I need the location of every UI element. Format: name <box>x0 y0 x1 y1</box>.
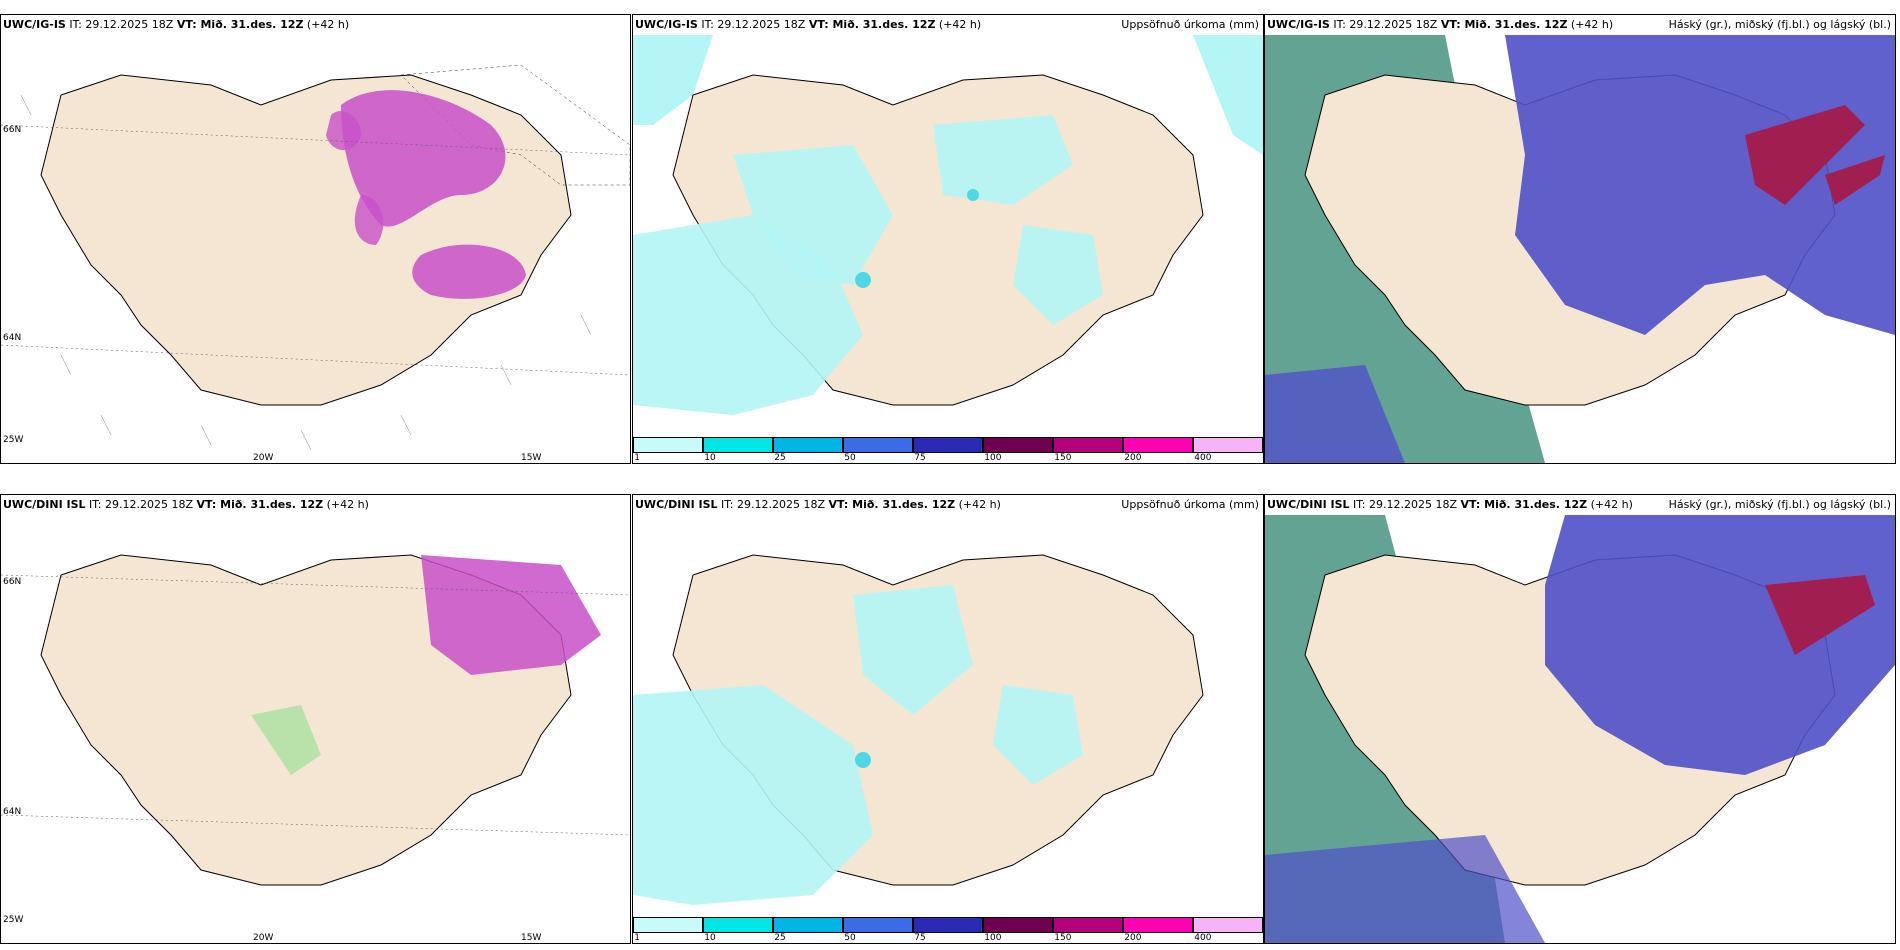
colorbar-segment <box>772 917 843 933</box>
colorbar-tick-label: 25 <box>774 453 786 463</box>
model-name: UWC/DINI ISL <box>3 498 86 511</box>
colorbar-tick-label: 75 <box>914 933 926 943</box>
colorbar-segment <box>843 437 913 453</box>
lon-label-15w: 15W <box>521 453 542 463</box>
colorbar-segment <box>772 437 843 453</box>
colorbar-segment <box>1123 917 1193 933</box>
colorbar: 1 10 25 50 75 100 150 200 400 <box>633 917 1263 943</box>
lead-time: (+42 h) <box>326 498 369 511</box>
init-time: IT: 29.12.2025 18Z <box>89 498 194 511</box>
panel-bottom-middle: UWC/DINI ISL IT: 29.12.2025 18Z VT: Mið.… <box>632 494 1264 944</box>
colorbar-segment <box>983 917 1053 933</box>
lat-label-66n: 66N <box>3 577 22 587</box>
lat-label-64n: 64N <box>3 807 22 817</box>
colorbar-segment <box>843 917 913 933</box>
lon-label-25w: 25W <box>3 435 24 445</box>
precipitation-map <box>633 515 1263 917</box>
panel-header: UWC/IG-IS IT: 29.12.2025 18Z VT: Mið. 31… <box>633 15 1263 35</box>
panel-bottom-left: UWC/DINI ISL IT: 29.12.2025 18Z VT: Mið.… <box>0 494 631 944</box>
map-title: Háský (gr.), miðský (fj.bl.) og lágský (… <box>1668 498 1891 511</box>
colorbar-tick-label: 25 <box>774 933 786 943</box>
colorbar-segment <box>633 917 703 933</box>
model-name: UWC/DINI ISL <box>635 498 718 511</box>
wind-snow-map <box>1 35 630 463</box>
panel-header: UWC/IG-IS IT: 29.12.2025 18Z VT: Mið. 31… <box>1265 15 1895 35</box>
colorbar: 1 10 25 50 75 100 150 200 400 <box>633 437 1263 463</box>
cloud-map <box>1265 35 1895 463</box>
colorbar-segment <box>702 917 773 933</box>
colorbar-tick-label: 150 <box>1054 933 1072 943</box>
init-time: IT: 29.12.2025 18Z <box>1353 498 1458 511</box>
colorbar-tick-label: 10 <box>704 933 716 943</box>
init-time: IT: 29.12.2025 18Z <box>721 498 826 511</box>
colorbar-tick-label: 50 <box>844 453 856 463</box>
wind-snow-map <box>1 515 630 943</box>
colorbar-segment <box>633 437 703 453</box>
valid-time: VT: Mið. 31.des. 12Z <box>808 18 936 31</box>
model-name: UWC/IG-IS <box>1267 18 1330 31</box>
colorbar-tick-label: 400 <box>1194 453 1212 463</box>
colorbar-tick-label: 1 <box>634 453 640 463</box>
lon-label-20w: 20W <box>253 453 274 463</box>
panel-top-middle: UWC/IG-IS IT: 29.12.2025 18Z VT: Mið. 31… <box>632 14 1264 464</box>
cloud-map <box>1265 515 1895 943</box>
lead-time: (+42 h) <box>306 18 350 31</box>
colorbar-segment <box>912 437 983 453</box>
lon-label-25w: 25W <box>3 915 24 925</box>
colorbar-tick-label: 10 <box>704 453 716 463</box>
map-title: Háský (gr.), miðský (fj.bl.) og lágský (… <box>1668 18 1891 31</box>
init-time: IT: 29.12.2025 18Z <box>1333 18 1438 31</box>
lat-label-66n: 66N <box>3 125 22 135</box>
colorbar-segment <box>1123 437 1193 453</box>
panel-header: UWC/DINI ISL IT: 29.12.2025 18Z VT: Mið.… <box>633 495 1263 515</box>
map-title: Uppsöfnuð úrkoma (mm) <box>1121 498 1259 511</box>
colorbar-tick-label: 150 <box>1054 453 1072 463</box>
model-name: UWC/DINI ISL <box>1267 498 1350 511</box>
lon-label-15w: 15W <box>521 933 542 943</box>
colorbar-segment <box>983 437 1053 453</box>
lat-label-64n: 64N <box>3 333 22 343</box>
lead-time: (+42 h) <box>1590 498 1633 511</box>
panel-top-left: UWC/IG-IS IT: 29.12.2025 18Z VT: Mið. 31… <box>0 14 631 464</box>
valid-time: VT: Mið. 31.des. 12Z <box>1440 18 1568 31</box>
valid-time: VT: Mið. 31.des. 12Z <box>196 498 324 511</box>
model-name: UWC/IG-IS <box>3 18 66 31</box>
valid-time: VT: Mið. 31.des. 12Z <box>828 498 956 511</box>
init-time: IT: 29.12.2025 18Z <box>69 18 174 31</box>
colorbar-segment <box>1053 917 1123 933</box>
valid-time: VT: Mið. 31.des. 12Z <box>1460 498 1588 511</box>
init-time: IT: 29.12.2025 18Z <box>701 18 806 31</box>
panel-top-right: UWC/IG-IS IT: 29.12.2025 18Z VT: Mið. 31… <box>1264 14 1896 464</box>
precipitation-map <box>633 35 1263 437</box>
panel-header: UWC/DINI ISL IT: 29.12.2025 18Z VT: Mið.… <box>1 495 630 515</box>
colorbar-segment <box>1192 917 1263 933</box>
lead-time: (+42 h) <box>958 498 1001 511</box>
colorbar-tick-label: 50 <box>844 933 856 943</box>
colorbar-tick-label: 200 <box>1124 453 1142 463</box>
colorbar-segment <box>1053 437 1123 453</box>
colorbar-tick-label: 100 <box>984 933 1002 943</box>
valid-time: VT: Mið. 31.des. 12Z <box>176 18 304 31</box>
colorbar-tick-label: 100 <box>984 453 1002 463</box>
colorbar-segment <box>702 437 773 453</box>
lon-label-20w: 20W <box>253 933 274 943</box>
panel-header: UWC/IG-IS IT: 29.12.2025 18Z VT: Mið. 31… <box>1 15 630 35</box>
panel-header: UWC/DINI ISL IT: 29.12.2025 18Z VT: Mið.… <box>1265 495 1895 515</box>
model-name: UWC/IG-IS <box>635 18 698 31</box>
colorbar-segment <box>912 917 983 933</box>
colorbar-tick-label: 400 <box>1194 933 1212 943</box>
lead-time: (+42 h) <box>1570 18 1614 31</box>
panel-bottom-right: UWC/DINI ISL IT: 29.12.2025 18Z VT: Mið.… <box>1264 494 1896 944</box>
colorbar-tick-label: 75 <box>914 453 926 463</box>
colorbar-tick-label: 1 <box>634 933 640 943</box>
lead-time: (+42 h) <box>938 18 982 31</box>
colorbar-tick-label: 200 <box>1124 933 1142 943</box>
colorbar-segment <box>1192 437 1263 453</box>
map-title: Uppsöfnuð úrkoma (mm) <box>1121 18 1259 31</box>
